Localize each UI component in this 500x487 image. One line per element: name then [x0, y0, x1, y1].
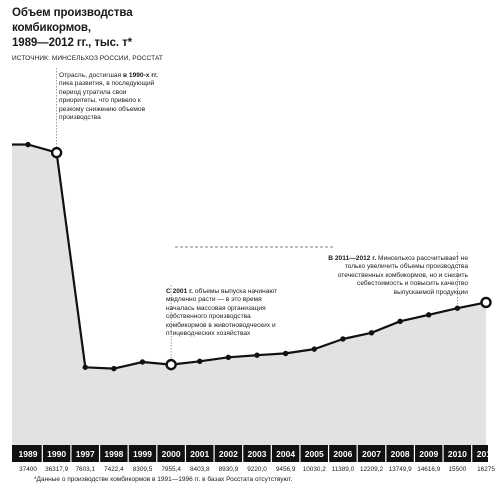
- annotation-strong: С 2001 г.: [166, 288, 194, 295]
- data-label-2002: 8930,9: [219, 466, 239, 473]
- x-tick-label-2010: 2010: [448, 449, 467, 459]
- x-tick-label-2001: 2001: [190, 449, 209, 459]
- data-label-1990: 36317,9: [45, 466, 69, 473]
- data-point-2009: [426, 312, 432, 318]
- data-point-2004: [282, 350, 289, 357]
- data-point-2003: [254, 352, 260, 358]
- x-tick-label-1989: 1989: [19, 449, 38, 459]
- data-point-1998: [111, 365, 117, 372]
- annotation-text: Отрасль, достигшая: [59, 72, 124, 79]
- data-point-2001: [197, 358, 203, 364]
- data-point-2002: [225, 354, 232, 361]
- data-label-2001: 8403,8: [190, 466, 210, 473]
- x-tick-label-2006: 2006: [333, 449, 352, 459]
- data-label-1999: 8309,5: [133, 466, 153, 473]
- x-tick-label-2008: 2008: [391, 449, 410, 459]
- area-fill: [28, 144, 486, 445]
- data-point-2000: [165, 358, 177, 371]
- x-tick-label-2009: 2009: [419, 449, 438, 459]
- chart-header: Объем производства комбикормов, 1989—201…: [12, 6, 312, 62]
- annotation-text: Минсельхоз рассчитывает не только увелич…: [337, 255, 468, 296]
- data-point-1999: [139, 359, 146, 365]
- data-label-1998: 7422,4: [104, 466, 124, 473]
- annotation-2001: С 2001 г. объемы выпуска начинают медлен…: [166, 288, 280, 338]
- data-point-2005: [311, 346, 317, 352]
- annotation-strong: В 2011—2012 г.: [328, 255, 377, 262]
- annotation-text: пика развития, в последующий период утра…: [59, 80, 155, 122]
- x-tick-label-2004: 2004: [276, 449, 295, 459]
- x-tick-label-2002: 2002: [219, 449, 238, 459]
- x-axis-band: [12, 445, 488, 462]
- x-tick-label-2000: 2000: [162, 449, 181, 459]
- annotation-2011: В 2011—2012 г. Минсельхоз рассчитывает н…: [318, 255, 468, 297]
- data-point-2007: [368, 330, 375, 336]
- data-point-1990: [50, 146, 63, 159]
- x-tick-label-2011: 2011: [477, 449, 496, 459]
- data-point-2006: [340, 336, 346, 342]
- x-tick-label-1997: 1997: [76, 449, 95, 459]
- area-fill-left: [12, 144, 28, 445]
- data-point-1989: [25, 141, 31, 148]
- chart-title: Объем производства комбикормов, 1989—201…: [12, 7, 133, 49]
- data-label-2011: 16275: [477, 466, 495, 473]
- data-point-2008: [397, 318, 403, 325]
- data-label-2007: 12209,2: [360, 466, 384, 473]
- data-point-2010: [454, 305, 461, 311]
- data-label-2008: 13749,9: [389, 466, 413, 473]
- annotation-text: объемы выпуска начинают медленно расти —…: [166, 288, 278, 338]
- data-point-2011: [480, 296, 492, 309]
- data-label-2005: 10030,2: [303, 466, 327, 473]
- x-tick-label-1998: 1998: [104, 449, 123, 459]
- data-label-2003: 9220,0: [247, 466, 267, 473]
- x-tick-label-1999: 1999: [133, 449, 152, 459]
- data-label-2004: 9456,9: [276, 466, 296, 473]
- data-point-1997: [82, 364, 88, 370]
- x-tick-label-1990: 1990: [47, 449, 66, 459]
- annotation-1990s: Отрасль, достигшая в 1990-х гг. пика раз…: [59, 72, 163, 122]
- x-tick-label-2007: 2007: [362, 449, 381, 459]
- x-tick-label-2003: 2003: [248, 449, 267, 459]
- data-label-2000: 7955,4: [161, 466, 181, 473]
- annotation-strong: в 1990-х гг.: [123, 72, 158, 79]
- data-label-2006: 11389,0: [332, 466, 355, 473]
- data-label-2010: 15500: [448, 466, 466, 473]
- chart-source: ИСТОЧНИК: МИНСЕЛЬХОЗ РОССИИ, РОССТАТ: [12, 55, 163, 62]
- footnote: *Данные о производстве комбикормов в 199…: [34, 476, 293, 483]
- x-tick-label-2005: 2005: [305, 449, 324, 459]
- data-label-1989: 37400: [19, 466, 37, 473]
- data-label-2009: 14616,9: [417, 466, 441, 473]
- data-label-1997: 7603,1: [75, 466, 95, 473]
